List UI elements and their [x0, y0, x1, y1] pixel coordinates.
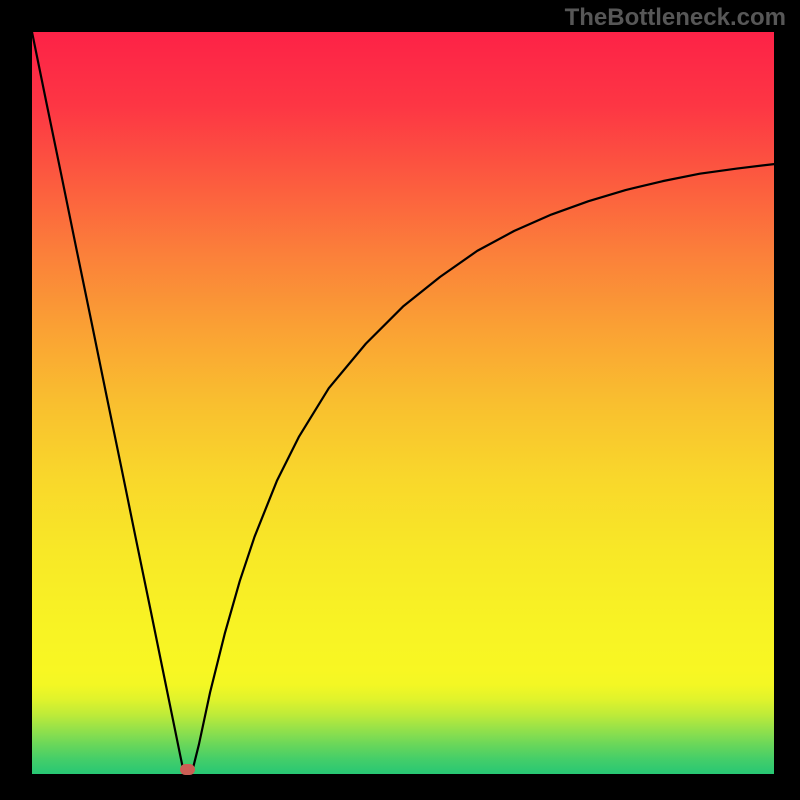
- watermark-text: TheBottleneck.com: [565, 4, 786, 32]
- chart-stage: TheBottleneck.com: [0, 0, 800, 800]
- heatmap-gradient: [32, 32, 774, 774]
- minimum-marker: [180, 764, 195, 774]
- plot-area: [32, 32, 774, 774]
